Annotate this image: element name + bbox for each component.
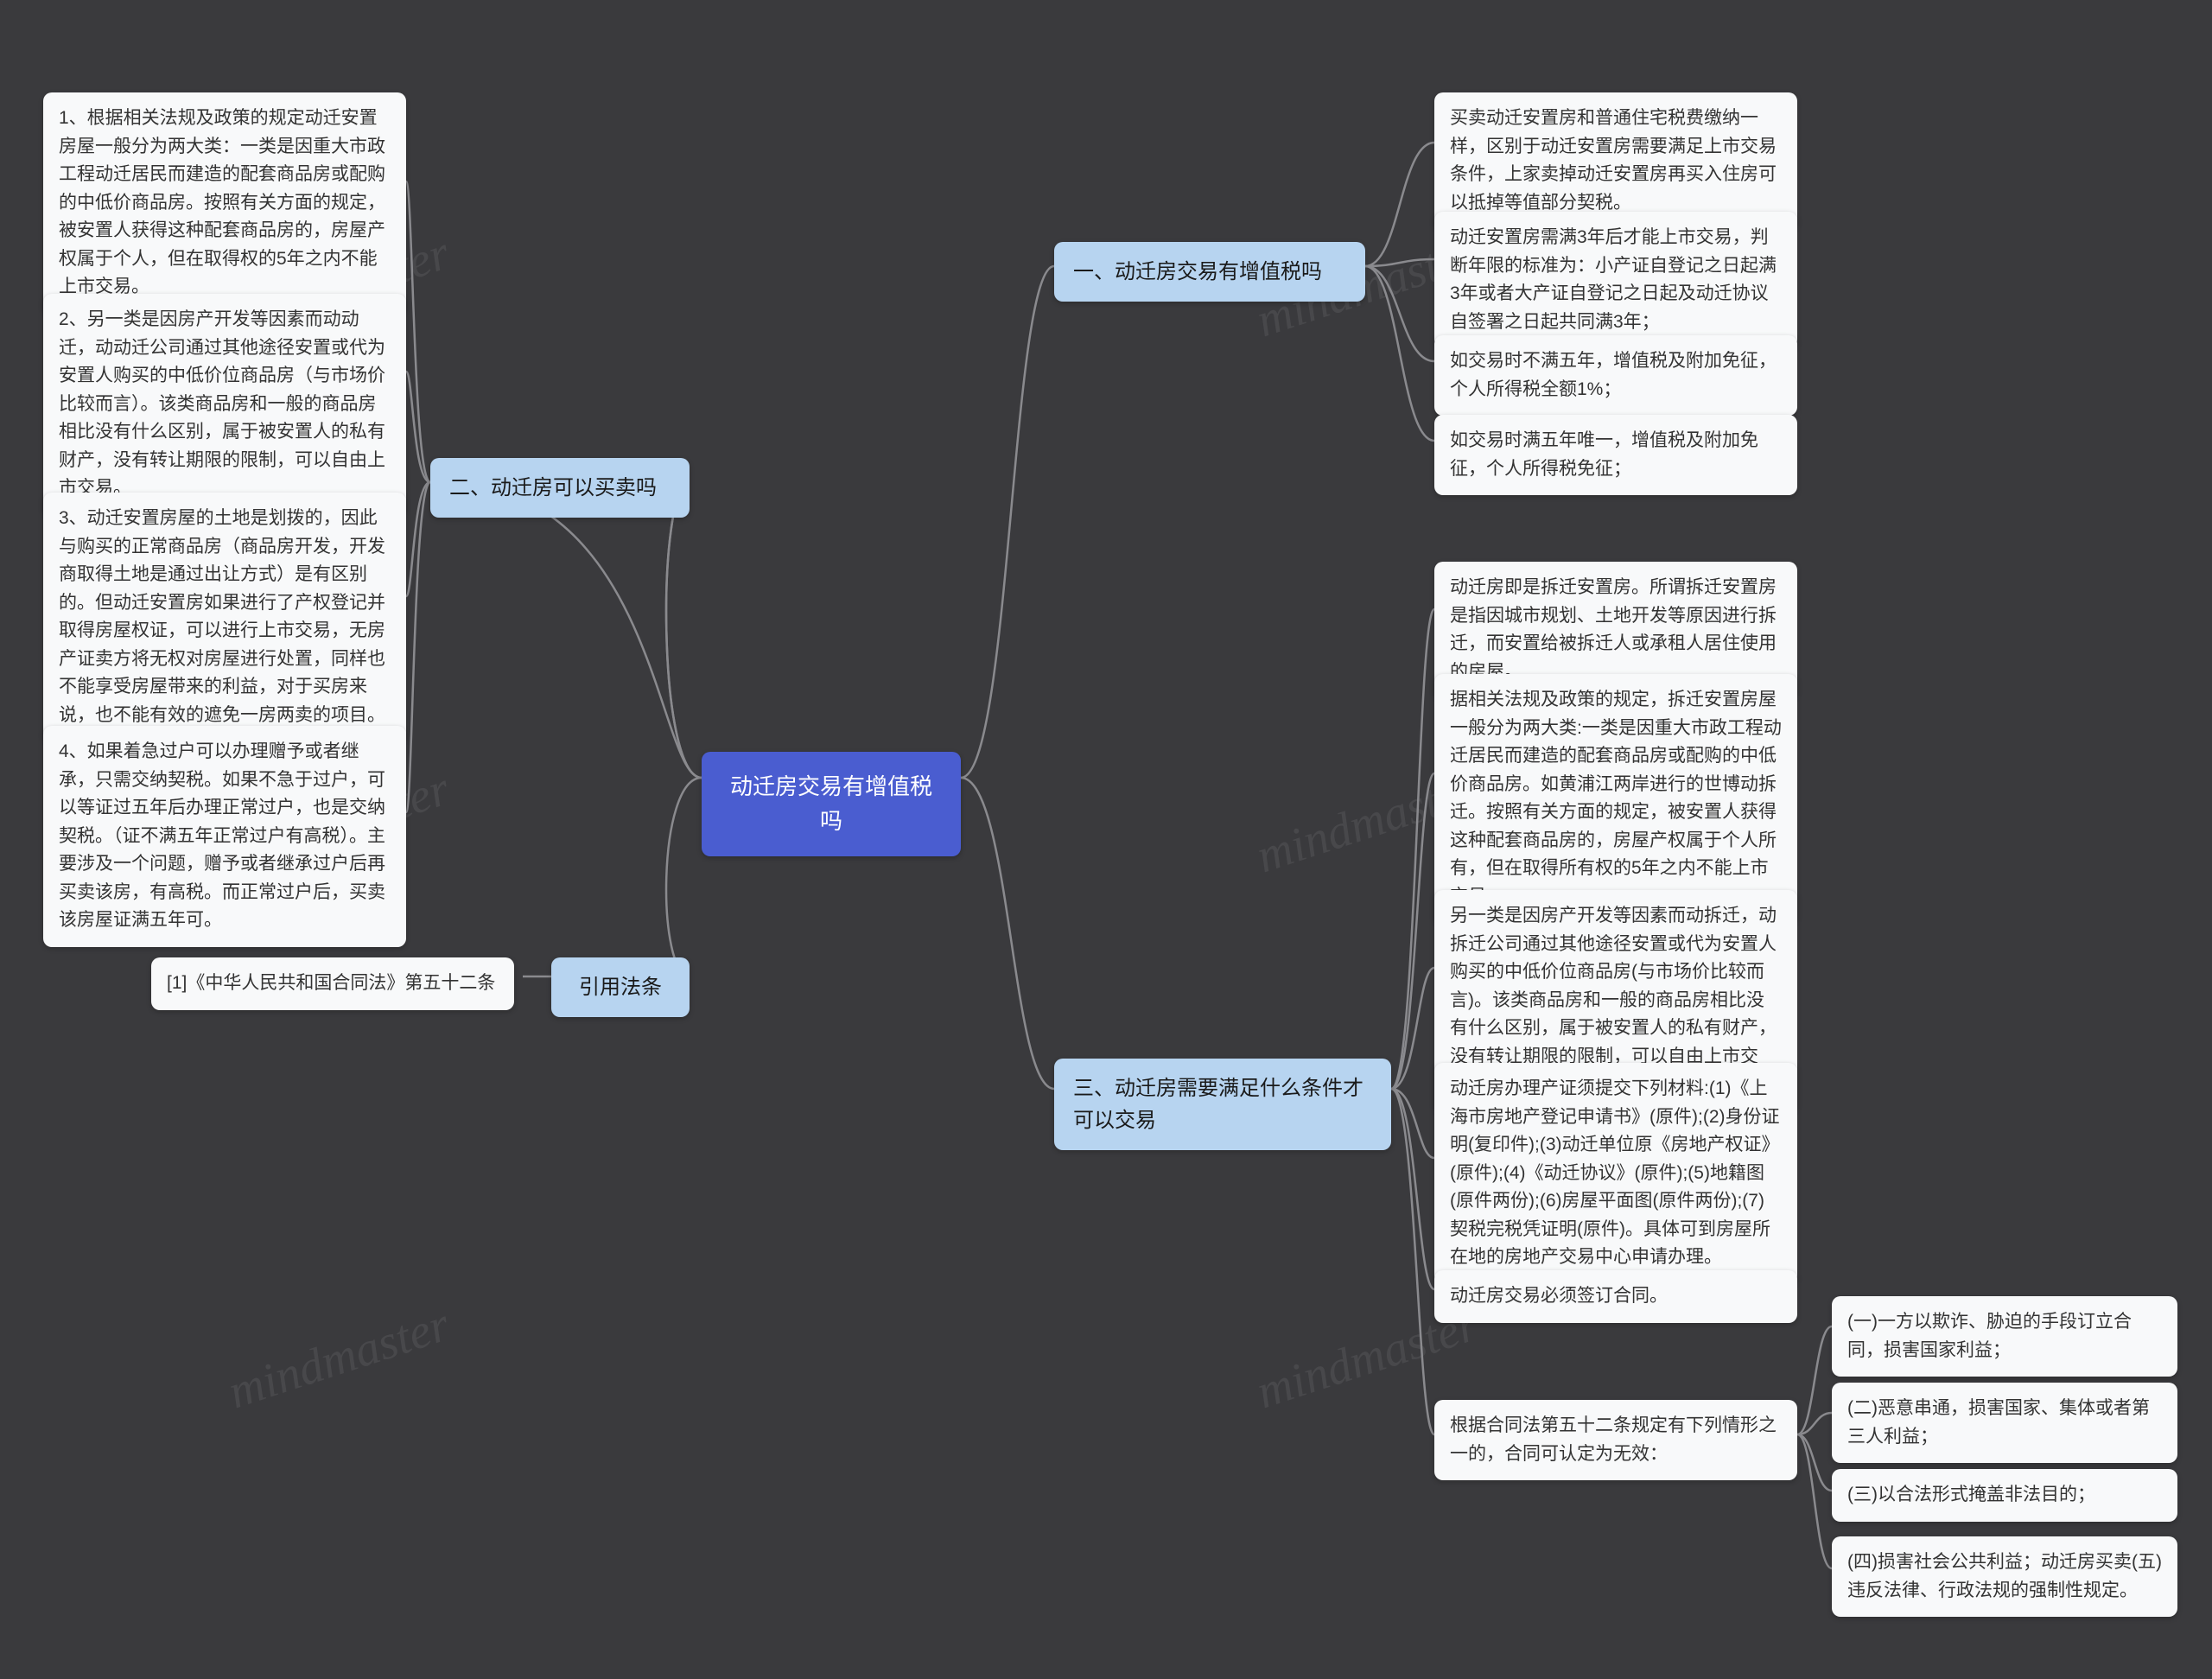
leaf-r2-4[interactable]: 动迁房交易必须签订合同。 <box>1434 1270 1797 1323</box>
leaf-r2-3[interactable]: 动迁房办理产证须提交下列材料:(1)《上海市房地产登记申请书》(原件);(2)身… <box>1434 1063 1797 1284</box>
leaf-r1-3[interactable]: 如交易时满五年唯一，增值税及附加免征，个人所得税免征； <box>1434 415 1797 495</box>
branch-r2[interactable]: 三、动迁房需要满足什么条件才可以交易 <box>1054 1059 1391 1150</box>
root-node[interactable]: 动迁房交易有增值税吗 <box>702 752 961 856</box>
leaf-l1-1[interactable]: 2、另一类是因房产开发等因素而动动迁，动动迁公司通过其他途径安置或代为安置人购买… <box>43 294 406 515</box>
leaf-r2-5-0[interactable]: (一)一方以欺诈、胁迫的手段订立合同，损害国家利益； <box>1832 1296 2177 1377</box>
leaf-r2-5[interactable]: 根据合同法第五十二条规定有下列情形之一的，合同可认定为无效： <box>1434 1400 1797 1480</box>
leaf-l2-0[interactable]: [1]《中华人民共和国合同法》第五十二条 <box>151 957 514 1010</box>
leaf-r2-5-3[interactable]: (四)损害社会公共利益；动迁房买卖(五)违反法律、行政法规的强制性规定。 <box>1832 1536 2177 1617</box>
leaf-r2-1[interactable]: 据相关法规及政策的规定，拆迁安置房屋一般分为两大类:一类是因重大市政工程动迁居民… <box>1434 674 1797 923</box>
branch-r1[interactable]: 一、动迁房交易有增值税吗 <box>1054 242 1365 302</box>
leaf-r2-5-1[interactable]: (二)恶意串通，损害国家、集体或者第三人利益； <box>1832 1383 2177 1463</box>
leaf-l1-0[interactable]: 1、根据相关法规及政策的规定动迁安置房屋一般分为两大类：一类是因重大市政工程动迁… <box>43 92 406 314</box>
leaf-r1-2[interactable]: 如交易时不满五年，增值税及附加免征，个人所得税全额1%； <box>1434 335 1797 416</box>
leaf-l1-3[interactable]: 4、如果着急过户可以办理赠予或者继承，只需交纳契税。如果不急于过户，可以等证过五… <box>43 726 406 947</box>
mindmap-canvas: mindmaster mindmaster mindmaster mindmas… <box>0 0 2212 1679</box>
leaf-r2-5-2[interactable]: (三)以合法形式掩盖非法目的； <box>1832 1469 2177 1522</box>
leaf-l1-2[interactable]: 3、动迁安置房屋的土地是划拨的，因此与购买的正常商品房（商品房开发，开发商取得土… <box>43 493 406 741</box>
watermark: mindmaster <box>222 1297 456 1421</box>
branch-l1[interactable]: 二、动迁房可以买卖吗 <box>430 458 690 518</box>
leaf-r1-1[interactable]: 动迁安置房需满3年后才能上市交易，判断年限的标准为：小产证自登记之日起满3年或者… <box>1434 212 1797 348</box>
leaf-r1-0[interactable]: 买卖动迁安置房和普通住宅税费缴纳一样，区别于动迁安置房需要满足上市交易条件，上家… <box>1434 92 1797 229</box>
branch-l2[interactable]: 引用法条 <box>551 957 690 1017</box>
